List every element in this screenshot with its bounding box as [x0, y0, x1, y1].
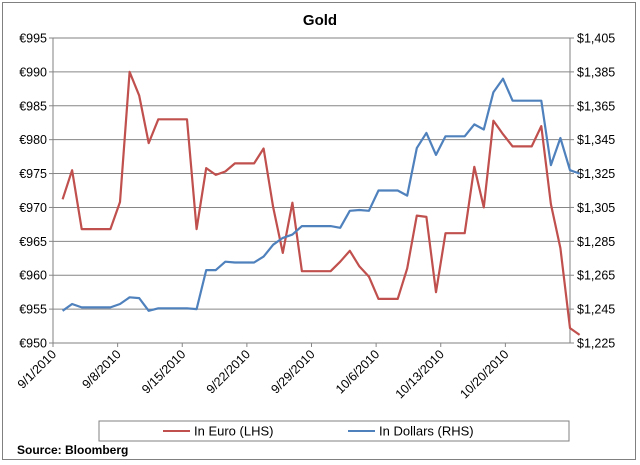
right-tick-label: $1,225: [577, 337, 615, 351]
x-tick-label: 10/6/2010: [333, 347, 382, 396]
right-tick-label: $1,365: [577, 99, 615, 113]
right-tick-label: $1,405: [577, 32, 615, 46]
left-y-axis: €950 €955 €960 €965 €970 €975 €980 €985 €990 €995: [19, 32, 53, 351]
x-tick-label: 10/13/2010: [393, 347, 447, 401]
left-tick-label: €995: [19, 32, 47, 46]
left-tick-label: €955: [19, 303, 47, 317]
legend-box: [98, 420, 570, 442]
series-line-dollars: [61, 77, 580, 312]
left-tick-label: €975: [19, 167, 47, 181]
left-tick-label: €985: [19, 99, 47, 113]
x-tick-label: 10/20/2010: [457, 347, 511, 401]
chart-title: Gold: [303, 12, 337, 29]
right-tick-label: $1,345: [577, 133, 615, 147]
left-tick-label: €970: [19, 201, 47, 215]
legend-label-dollars: In Dollars (RHS): [379, 424, 474, 439]
chart-frame: Gold €950 €955 €960 €965 €970 €975 €980 €985 €99…: [2, 2, 636, 460]
left-tick-label: €950: [19, 337, 47, 351]
x-tick-label: 9/15/2010: [139, 347, 188, 396]
x-tick-label: 9/8/2010: [79, 347, 123, 391]
series-line-euro: [61, 70, 581, 336]
left-tick-label: €965: [19, 235, 47, 249]
right-tick-label: $1,385: [577, 65, 615, 79]
legend: In Euro (LHS) In Dollars (RHS): [98, 420, 570, 442]
right-y-axis: $1,225 $1,245 $1,265 $1,285 $1,305 $1,325 $1,3…: [570, 32, 615, 351]
gridlines: [53, 71, 570, 310]
right-tick-label: $1,305: [577, 201, 615, 215]
x-tick-label: 9/1/2010: [15, 347, 59, 391]
left-tick-label: €990: [19, 65, 47, 79]
gold-chart: Gold €950 €955 €960 €965 €970 €975 €980 €985 €99…: [15, 12, 615, 457]
right-tick-label: $1,325: [577, 167, 615, 181]
x-axis: 9/1/2010 9/8/2010 9/15/2010 9/22/2010 9/29/2…: [15, 343, 512, 401]
plot-area: [52, 37, 571, 344]
left-tick-label: €980: [19, 133, 47, 147]
left-tick-label: €960: [19, 269, 47, 283]
legend-label-euro: In Euro (LHS): [194, 424, 273, 439]
right-tick-label: $1,245: [577, 303, 615, 317]
series-lines: [61, 70, 581, 336]
x-tick-label: 9/22/2010: [204, 347, 253, 396]
source-note: Source: Bloomberg: [17, 443, 128, 457]
x-tick-label: 9/29/2010: [268, 347, 317, 396]
right-tick-label: $1,285: [577, 235, 615, 249]
right-tick-label: $1,265: [577, 269, 615, 283]
